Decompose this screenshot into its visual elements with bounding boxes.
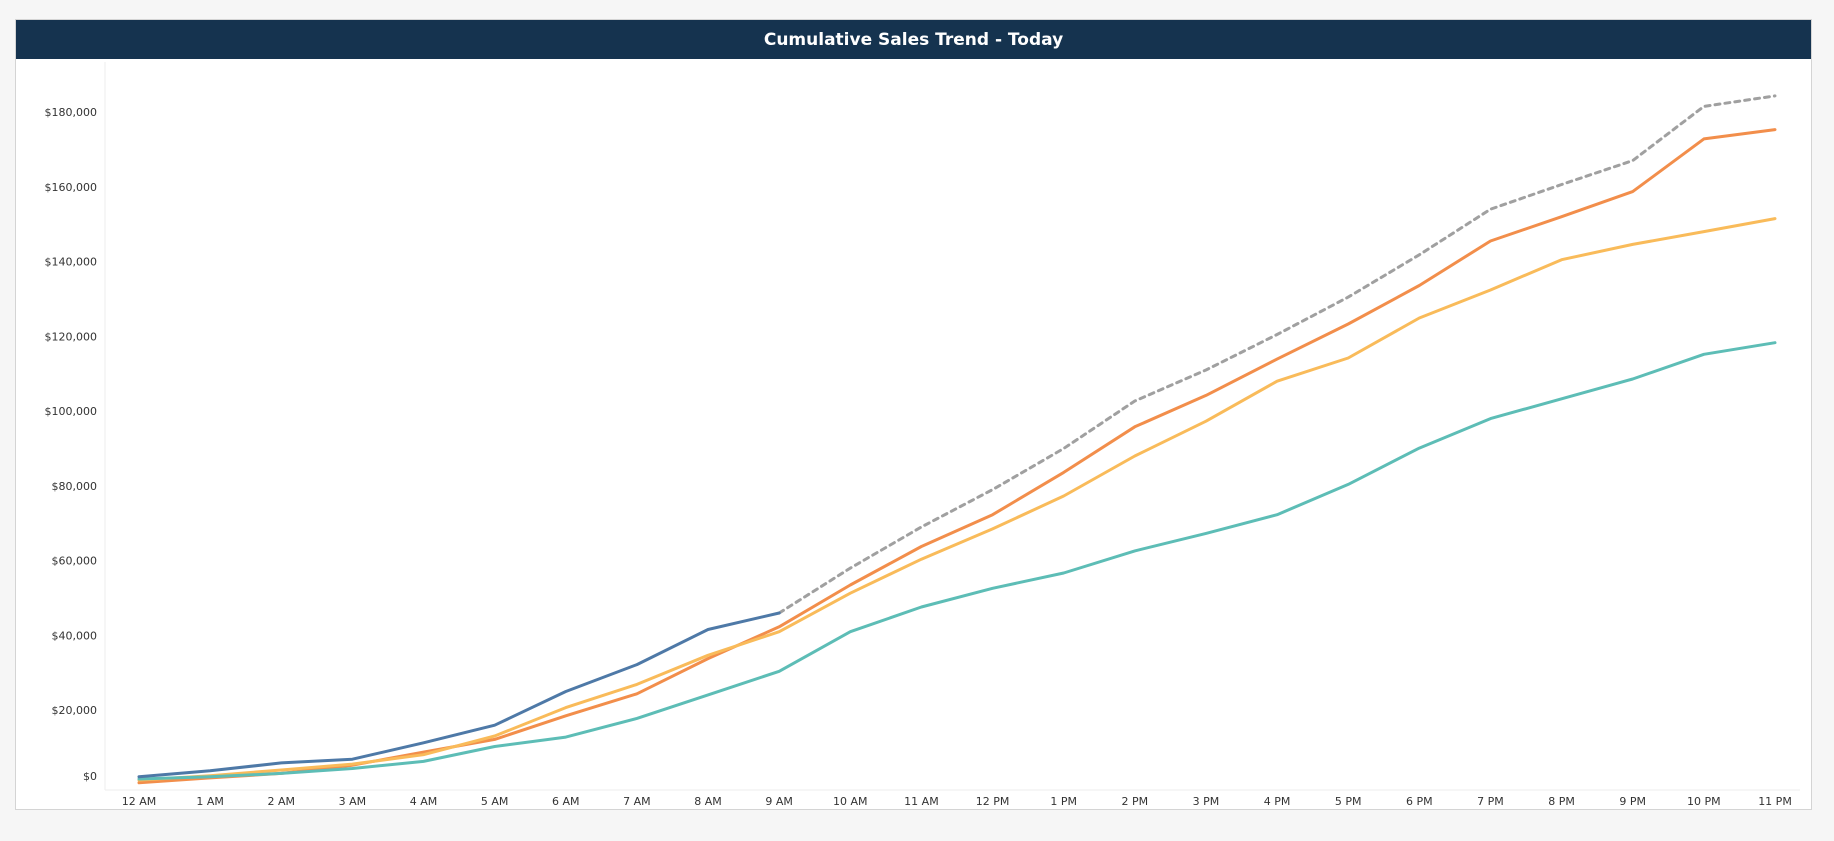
y-tick-label: $180,000: [45, 106, 98, 119]
chart-title: Cumulative Sales Trend - Today: [16, 20, 1811, 59]
x-tick-label: 11 PM: [1758, 795, 1792, 808]
x-tick-label: 7 AM: [623, 795, 651, 808]
x-tick-label: 3 AM: [339, 795, 367, 808]
y-tick-label: $160,000: [45, 181, 98, 194]
series-line-2: [137, 341, 1777, 781]
y-tick-label: $60,000: [52, 555, 98, 568]
x-tick-label: 12 PM: [976, 795, 1010, 808]
x-tick-label: 6 AM: [552, 795, 580, 808]
y-tick-label: $100,000: [45, 405, 98, 418]
x-tick-label: 11 AM: [904, 795, 939, 808]
x-tick-label: 3 PM: [1193, 795, 1220, 808]
x-tick-label: 7 PM: [1477, 795, 1504, 808]
y-tick-label: $40,000: [52, 629, 98, 642]
x-tick-label: 4 PM: [1264, 795, 1291, 808]
x-tick-label: 10 PM: [1687, 795, 1721, 808]
y-tick-label: $20,000: [52, 704, 98, 717]
series-line-4: [137, 611, 781, 779]
x-tick-label: 9 PM: [1619, 795, 1646, 808]
x-tick-label: 8 PM: [1548, 795, 1575, 808]
series-line-3: [777, 94, 1777, 615]
x-tick-label: 6 PM: [1406, 795, 1433, 808]
x-tick-label: 2 PM: [1122, 795, 1149, 808]
x-tick-label: 8 AM: [694, 795, 722, 808]
y-tick-label: $140,000: [45, 256, 98, 269]
x-tick-label: 12 AM: [122, 795, 157, 808]
y-tick-label: $80,000: [52, 480, 98, 493]
x-tick-label: 9 AM: [765, 795, 793, 808]
series-line-0: [137, 128, 1777, 785]
series-line-1: [137, 217, 1777, 782]
x-tick-label: 1 PM: [1050, 795, 1077, 808]
x-tick-label: 5 AM: [481, 795, 509, 808]
x-tick-label: 2 AM: [268, 795, 296, 808]
x-tick-label: 1 AM: [196, 795, 224, 808]
x-tick-label: 10 AM: [833, 795, 868, 808]
chart-panel: Cumulative Sales Trend - Today: [15, 19, 1812, 810]
x-tick-label: 4 AM: [410, 795, 438, 808]
y-tick-label: $0: [83, 770, 97, 783]
y-tick-label: $120,000: [45, 330, 98, 343]
x-tick-label: 5 PM: [1335, 795, 1362, 808]
